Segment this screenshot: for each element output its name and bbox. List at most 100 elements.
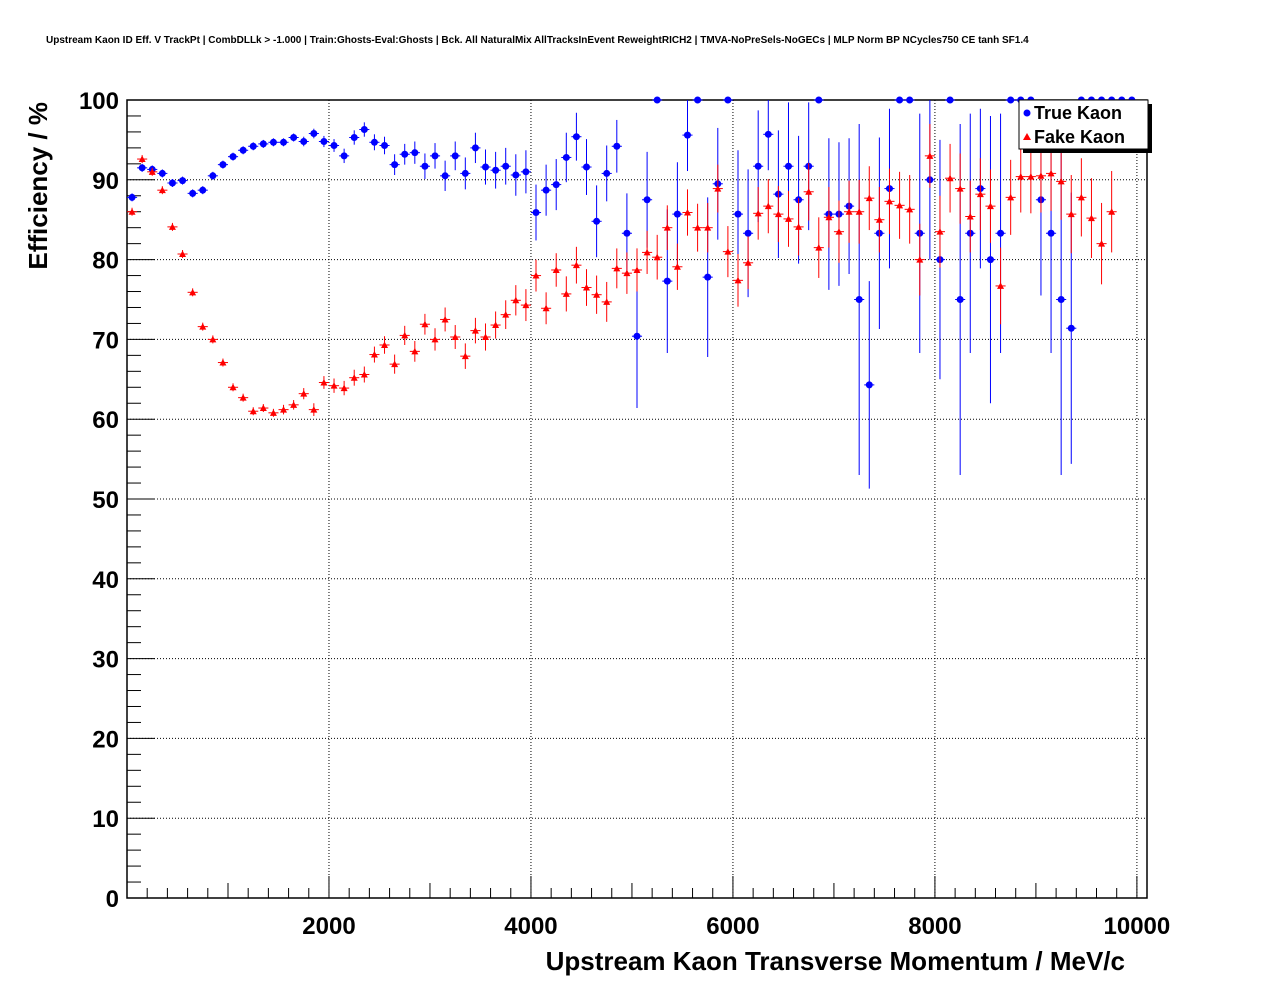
data-point xyxy=(328,378,340,393)
data-point xyxy=(177,176,188,185)
data-point xyxy=(864,281,875,489)
point-marker xyxy=(885,197,893,205)
point-marker xyxy=(381,341,389,348)
point-marker xyxy=(179,250,187,258)
point-marker xyxy=(633,332,641,340)
point-marker xyxy=(552,181,560,189)
data-point xyxy=(127,193,138,202)
data-point xyxy=(349,369,360,386)
grid-lines xyxy=(127,100,1147,898)
data-point xyxy=(207,171,218,180)
data-point xyxy=(1015,140,1026,213)
point-marker xyxy=(815,244,823,251)
legend-fake-kaon-marker xyxy=(1023,133,1031,140)
point-marker xyxy=(138,164,146,172)
point-marker xyxy=(562,153,570,161)
data-point xyxy=(924,123,935,188)
series-fake-kaon xyxy=(127,123,1117,417)
point-marker xyxy=(1087,214,1095,222)
data-point xyxy=(308,403,319,417)
data-point xyxy=(722,226,733,278)
data-point xyxy=(429,143,441,169)
point-marker xyxy=(1017,173,1025,180)
point-marker xyxy=(1067,210,1075,218)
point-marker xyxy=(663,224,671,231)
chart-title: Upstream Kaon ID Eff. V TrackPt | CombDL… xyxy=(46,35,1029,46)
data-point xyxy=(419,313,430,335)
point-marker xyxy=(1047,169,1055,177)
data-point xyxy=(561,276,572,312)
data-point xyxy=(258,139,269,148)
data-point xyxy=(177,250,188,259)
point-marker xyxy=(512,171,520,179)
data-point xyxy=(823,186,834,248)
data-point xyxy=(945,96,956,104)
point-marker xyxy=(492,166,500,174)
y-tick-label: 30 xyxy=(92,647,119,674)
legend-true-kaon-marker xyxy=(1023,109,1031,117)
point-marker xyxy=(643,248,651,256)
point-marker xyxy=(583,284,591,291)
data-point xyxy=(318,135,329,148)
data-point xyxy=(450,325,461,349)
data-point xyxy=(500,300,511,330)
point-marker xyxy=(572,133,580,141)
data-point xyxy=(197,322,208,331)
point-marker xyxy=(421,162,429,170)
data-point xyxy=(268,408,279,417)
point-marker xyxy=(744,229,752,237)
point-marker xyxy=(694,96,702,104)
point-marker xyxy=(219,359,227,366)
point-marker xyxy=(976,190,984,198)
data-point xyxy=(217,358,228,367)
data-point xyxy=(470,317,481,344)
point-marker xyxy=(694,224,702,231)
data-point xyxy=(268,138,279,147)
data-point xyxy=(349,130,360,145)
point-marker xyxy=(381,141,389,149)
data-point xyxy=(510,285,521,316)
point-marker xyxy=(784,162,792,170)
point-marker xyxy=(805,188,813,195)
data-series xyxy=(127,96,1137,489)
point-marker xyxy=(411,347,419,355)
data-point xyxy=(369,346,380,363)
point-marker xyxy=(683,209,691,216)
point-marker xyxy=(633,266,641,273)
point-marker xyxy=(421,320,429,328)
data-point xyxy=(399,143,410,165)
data-point xyxy=(844,180,855,243)
data-point xyxy=(520,150,531,194)
point-marker xyxy=(492,321,500,329)
data-point xyxy=(379,336,390,354)
y-tick-label: 20 xyxy=(92,726,119,753)
point-marker xyxy=(764,202,772,210)
point-marker xyxy=(189,288,197,296)
point-marker xyxy=(179,177,187,185)
point-marker xyxy=(128,208,136,215)
point-marker xyxy=(603,169,611,177)
data-point xyxy=(955,153,966,224)
point-marker xyxy=(754,162,762,170)
point-marker xyxy=(532,209,540,217)
data-point xyxy=(389,354,400,374)
point-marker xyxy=(280,138,288,146)
data-point xyxy=(581,269,592,306)
point-marker xyxy=(896,201,904,209)
legend-fake-kaon-label: Fake Kaon xyxy=(1034,127,1125,147)
point-marker xyxy=(986,202,994,210)
point-marker xyxy=(855,296,863,303)
point-marker xyxy=(239,146,247,154)
point-marker xyxy=(138,155,146,163)
data-point xyxy=(642,230,653,274)
point-marker xyxy=(290,134,298,142)
point-marker xyxy=(774,210,782,218)
data-point xyxy=(591,275,602,314)
data-point xyxy=(419,153,430,180)
y-tick-label: 40 xyxy=(92,567,119,594)
data-point xyxy=(611,119,622,173)
y-tick-label: 10 xyxy=(92,806,119,833)
point-marker xyxy=(583,163,591,171)
data-point xyxy=(308,128,319,139)
data-point xyxy=(238,393,249,402)
